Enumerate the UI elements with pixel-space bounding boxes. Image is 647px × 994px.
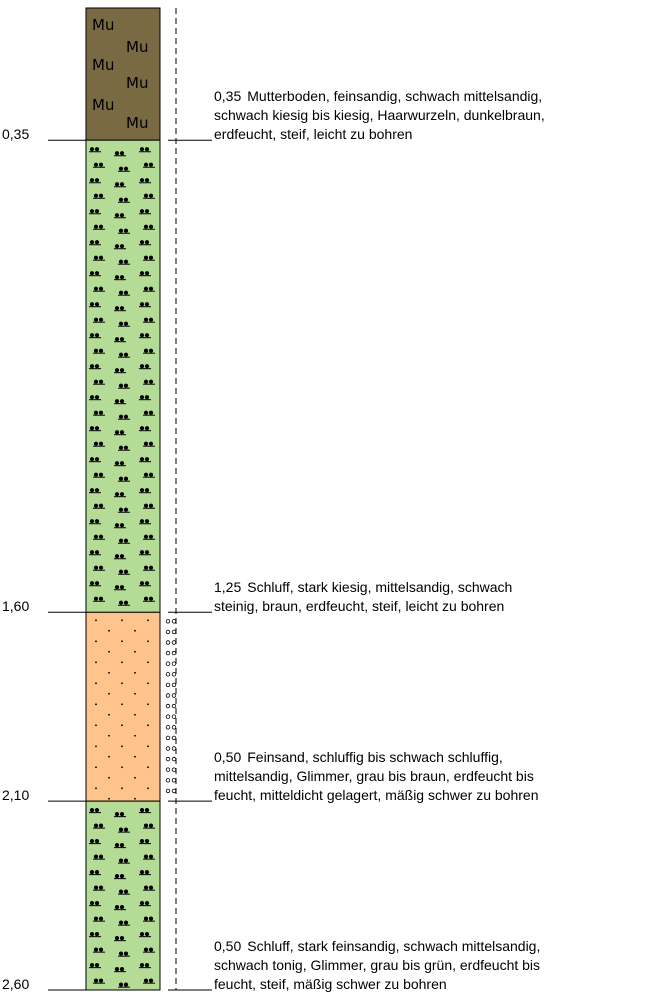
description-line: 0,35 Mutterboden, feinsandig, schwach mit…: [214, 87, 644, 106]
thickness-label: 1,25: [214, 579, 242, 596]
description-line: erdfeucht, steif, leicht zu bohren: [214, 125, 644, 144]
side-marker-circles: [165, 619, 177, 794]
description-text: erdfeucht, steif, leicht zu bohren: [214, 126, 413, 143]
description-line: 1,25 Schluff, stark kiesig, mittelsandig,…: [214, 578, 644, 597]
layer-fill: [86, 612, 160, 802]
layer-outline: [85, 800, 161, 991]
description-line: mittelsandig, Glimmer, grau bis braun, e…: [214, 767, 644, 786]
description-text: steinig, braun, erdfeucht, steif, leicht…: [214, 598, 505, 615]
description-line: schwach tonig, Glimmer, grau bis grün, e…: [214, 956, 644, 975]
description-line: 0,50 Schluff, stark feinsandig, schwach m…: [214, 937, 644, 956]
svg-text:Mu: Mu: [92, 96, 114, 114]
thickness-label: 0,35: [214, 88, 242, 105]
layer-description: 0,50 Schluff, stark feinsandig, schwach m…: [214, 937, 644, 994]
svg-text:Mu: Mu: [126, 74, 148, 92]
description-text: Feinsand, schluffig bis schwach schluffi…: [247, 749, 503, 766]
description-text: Mutterboden, feinsandig, schwach mittels…: [247, 88, 543, 105]
description-text: Schluff, stark kiesig, mittelsandig, sch…: [247, 579, 513, 596]
layer-description: 0,50 Feinsand, schluffig bis schwach schl…: [214, 748, 644, 805]
mutterboden-pattern: Mu Mu Mu Mu Mu Mu: [92, 16, 148, 132]
svg-text:Mu: Mu: [126, 114, 148, 132]
schluff-pattern: [89, 808, 155, 988]
description-line: steinig, braun, erdfeucht, steif, leicht…: [214, 597, 644, 616]
depth-label: 2,10: [2, 787, 30, 804]
layer-fill: [86, 140, 160, 613]
layer-3: [86, 612, 160, 802]
layer-4: [86, 801, 160, 990]
description-line: feucht, steif, mäßig schwer zu bohren: [214, 975, 644, 994]
svg-text:Mu: Mu: [126, 38, 148, 56]
layer-description: 0,35 Mutterboden, feinsandig, schwach mit…: [214, 87, 644, 144]
description-text: schwach kiesig bis kiesig, Haarwurzeln, …: [214, 107, 545, 124]
thickness-label: 0,50: [214, 938, 242, 954]
svg-text:Mu: Mu: [92, 16, 114, 34]
schluff-pattern: [89, 147, 155, 613]
description-line: schwach kiesig bis kiesig, Haarwurzeln, …: [214, 106, 644, 125]
layer-1: Mu Mu Mu Mu Mu Mu: [86, 8, 160, 141]
thickness-label: 0,50: [214, 749, 242, 766]
description-text: schwach tonig, Glimmer, grau bis grün, e…: [214, 957, 541, 973]
feinsand-pattern: [95, 619, 149, 800]
depth-label: 1,60: [2, 598, 30, 615]
description-line: 0,50 Feinsand, schluffig bis schwach schl…: [214, 748, 644, 767]
layer-2: [86, 140, 160, 613]
svg-text:Mu: Mu: [92, 56, 114, 74]
description-line: feucht, mitteldicht gelagert, mäßig schw…: [214, 786, 644, 805]
description-text: mittelsandig, Glimmer, grau bis braun, e…: [214, 768, 534, 785]
description-text: feucht, steif, mäßig schwer zu bohren: [214, 976, 447, 992]
layer-fill: [86, 8, 160, 141]
depth-label: 2,60: [2, 976, 30, 992]
description-text: feucht, mitteldicht gelagert, mäßig schw…: [214, 787, 539, 804]
layer-description: 1,25 Schluff, stark kiesig, mittelsandig,…: [214, 578, 644, 616]
depth-label: 0,35: [2, 126, 30, 143]
description-text: Schluff, stark feinsandig, schwach mitte…: [247, 938, 541, 954]
